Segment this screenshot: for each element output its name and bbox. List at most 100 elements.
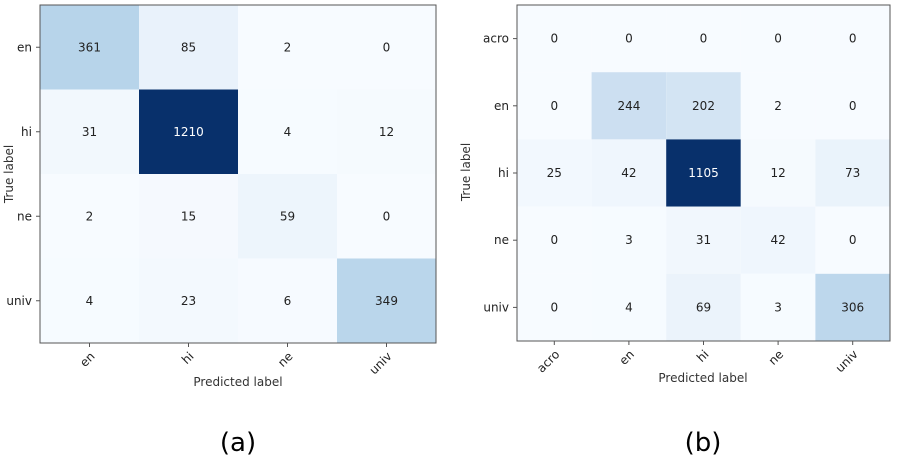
- cell-en-en: [591, 72, 667, 140]
- cell-en-univ: [337, 5, 436, 90]
- cell-ne-univ: [337, 174, 436, 259]
- cell-value: 0: [550, 233, 558, 247]
- cell-hi-en: [40, 89, 139, 174]
- cell-ne-ne: [740, 206, 816, 274]
- cell-value: 2: [774, 99, 782, 113]
- cell-value: 0: [849, 99, 857, 113]
- cell-value: 4: [284, 125, 292, 139]
- panel-a-confusion-matrix: 361 85 2 0 31 1210 4 12 2 15 59 0 4 23 6 349 en hi ne univ e…: [2, 4, 437, 458]
- cell-value: 0: [550, 32, 558, 46]
- y-tick-label: hi: [21, 125, 32, 139]
- x-axis-label: Predicted label: [193, 375, 282, 389]
- cell-value: 244: [617, 99, 640, 113]
- cell-value: 306: [841, 300, 864, 314]
- cell-ne-acro: [517, 206, 592, 274]
- x-tick-label: ne: [275, 349, 296, 370]
- cell-value: 4: [625, 300, 633, 314]
- cell-univ-ne: [740, 273, 816, 341]
- cell-ne-en: [591, 206, 667, 274]
- cell-acro-hi: [666, 5, 741, 73]
- cell-value: 42: [621, 166, 636, 180]
- cell-value: 0: [550, 99, 558, 113]
- cell-hi-univ: [337, 89, 436, 174]
- cell-value: 1210: [173, 125, 204, 139]
- panel-caption: (b): [685, 428, 722, 458]
- x-tick-label: en: [617, 347, 638, 368]
- cell-en-univ: [815, 72, 890, 140]
- x-axis-label: Predicted label: [658, 371, 747, 385]
- cell-univ-hi: [666, 273, 741, 341]
- cell-en-hi: [666, 72, 741, 140]
- cell-hi-univ: [815, 139, 890, 207]
- cell-value: 12: [770, 166, 785, 180]
- cell-value: 349: [375, 294, 398, 308]
- cell-value: 2: [86, 209, 94, 223]
- cell-univ-univ: [815, 273, 890, 341]
- cell-value: 25: [547, 166, 562, 180]
- cell-ne-hi: [139, 174, 238, 259]
- cell-value: 4: [86, 294, 94, 308]
- cell-hi-ne: [238, 89, 337, 174]
- cell-value: 0: [383, 209, 391, 223]
- cell-value: 0: [849, 233, 857, 247]
- y-axis-label: True label: [2, 145, 16, 204]
- cell-ne-ne: [238, 174, 337, 259]
- y-axis-label: True label: [459, 143, 473, 202]
- cell-hi-hi: [666, 139, 741, 207]
- cell-hi-acro: [517, 139, 592, 207]
- plot-frame: [39, 4, 437, 344]
- cell-value: 0: [383, 40, 391, 54]
- y-tick-label: univ: [483, 300, 509, 314]
- cell-value: 3: [625, 233, 633, 247]
- cell-value: 85: [181, 40, 196, 54]
- cell-en-hi: [139, 5, 238, 90]
- y-tick-label: hi: [498, 166, 509, 180]
- cell-value: 31: [82, 125, 97, 139]
- cell-hi-ne: [740, 139, 816, 207]
- cell-value: 73: [845, 166, 860, 180]
- cell-value: 69: [696, 300, 711, 314]
- cell-value: 42: [770, 233, 785, 247]
- cell-value: 0: [550, 300, 558, 314]
- cell-value: 23: [181, 294, 196, 308]
- cell-en-acro: [517, 72, 592, 140]
- cell-acro-acro: [517, 5, 592, 73]
- panel-b-confusion-matrix: 0 0 0 0 0 0 244 202 2 0 25 42 1105 12 73 0 3 31 42 0 0 4 69 3 30…: [459, 4, 891, 458]
- cell-value: 2: [284, 40, 292, 54]
- cell-hi-hi: [139, 89, 238, 174]
- cell-hi-en: [591, 139, 667, 207]
- cell-ne-hi: [666, 206, 741, 274]
- cell-univ-acro: [517, 273, 592, 341]
- x-tick-label: univ: [367, 349, 395, 377]
- cell-en-en: [40, 5, 139, 90]
- cell-value: 3: [774, 300, 782, 314]
- cell-univ-en: [591, 273, 667, 341]
- cell-univ-ne: [238, 258, 337, 343]
- cell-en-ne: [238, 5, 337, 90]
- y-tick-label: en: [494, 99, 509, 113]
- cell-acro-univ: [815, 5, 890, 73]
- cell-value: 0: [625, 32, 633, 46]
- cell-univ-hi: [139, 258, 238, 343]
- cell-acro-en: [591, 5, 667, 73]
- x-tick-label: hi: [694, 347, 712, 365]
- cell-acro-ne: [740, 5, 816, 73]
- x-tick-label: hi: [179, 349, 197, 367]
- y-tick-label: ne: [17, 209, 32, 223]
- cell-value: 6: [284, 294, 292, 308]
- cell-value: 0: [700, 32, 708, 46]
- cell-univ-univ: [337, 258, 436, 343]
- cell-value: 31: [696, 233, 711, 247]
- cell-ne-en: [40, 174, 139, 259]
- x-tick-label: acro: [534, 347, 562, 375]
- y-tick-label: univ: [6, 294, 32, 308]
- cell-value: 15: [181, 209, 196, 223]
- panel-caption: (a): [220, 428, 256, 458]
- cell-univ-en: [40, 258, 139, 343]
- y-tick-label: en: [17, 40, 32, 54]
- y-tick-label: ne: [494, 233, 509, 247]
- cell-value: 0: [774, 32, 782, 46]
- cell-value: 1105: [688, 166, 719, 180]
- cell-value: 0: [849, 32, 857, 46]
